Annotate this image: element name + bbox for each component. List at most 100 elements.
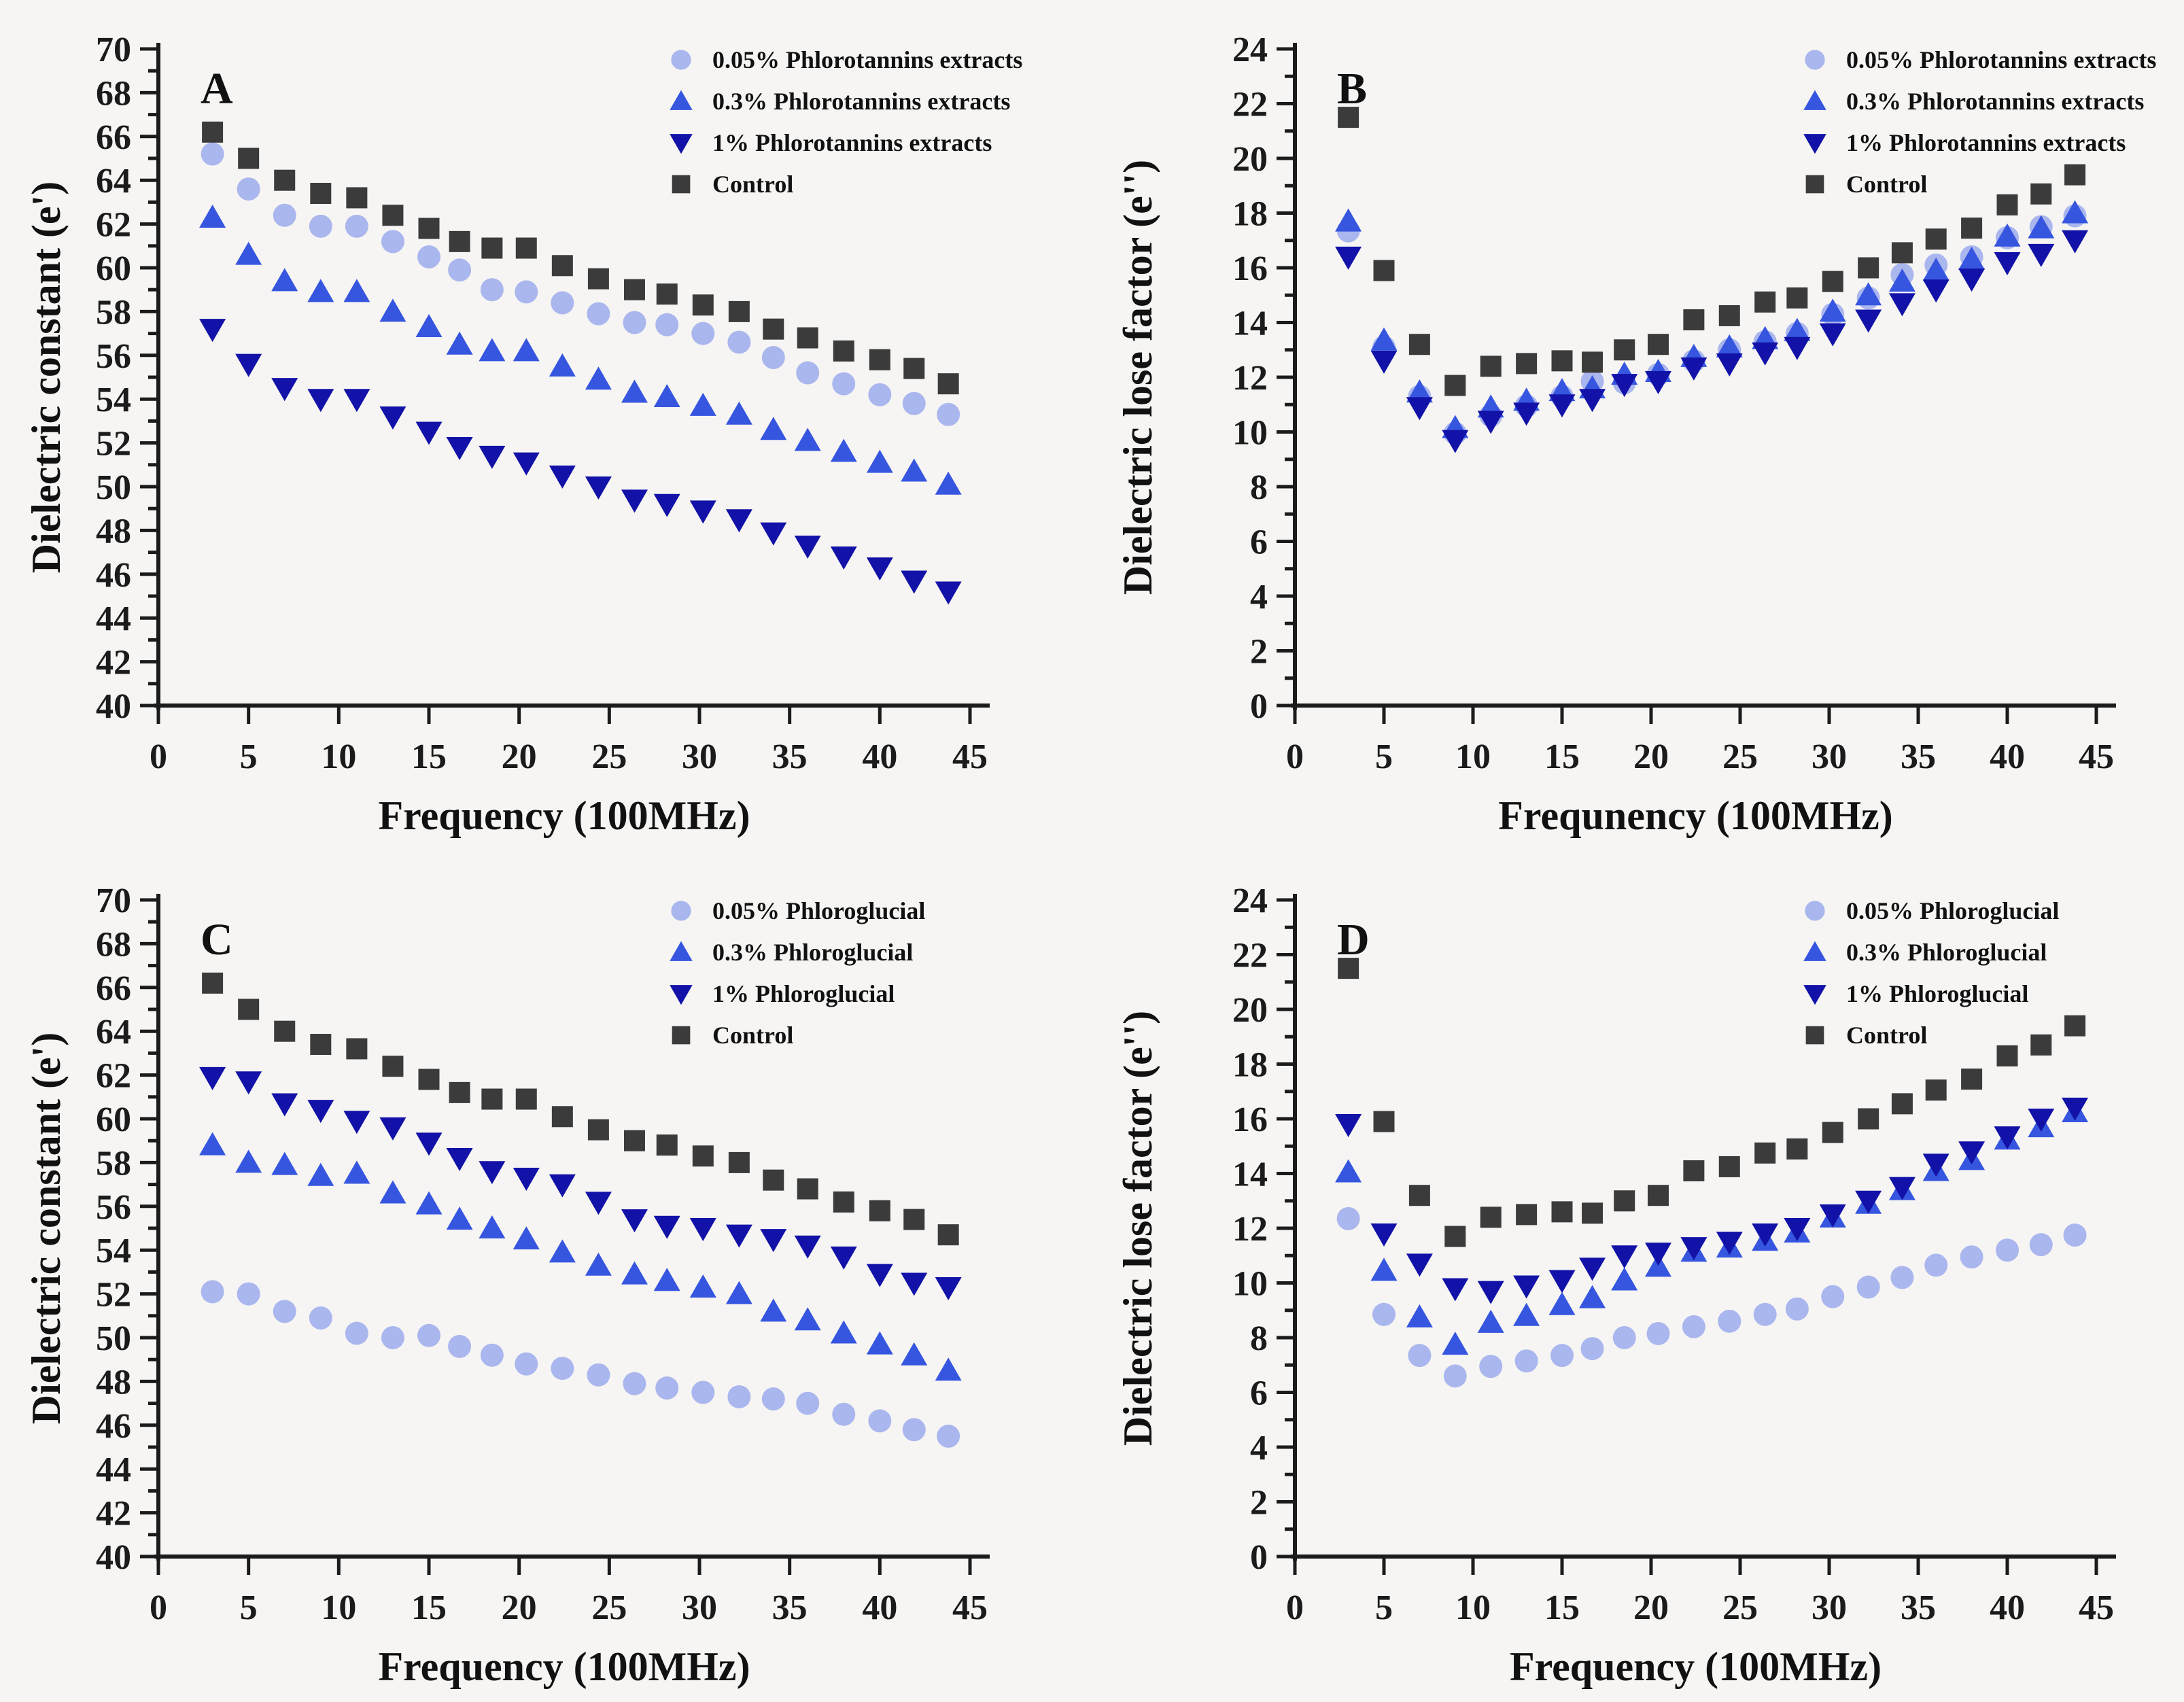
y-tick-label: 70 (96, 31, 131, 69)
data-point-triangle-down (653, 493, 680, 517)
data-point-triangle-up (935, 471, 962, 495)
data-point-triangle-down (307, 389, 334, 413)
y-tick-label: 12 (1232, 359, 1268, 398)
legend-marker-square-icon (1805, 175, 1824, 194)
legend-label-control: Control (1846, 1022, 1927, 1049)
data-point-square (656, 283, 678, 305)
data-point-triangle-down (1644, 371, 1671, 395)
data-point-triangle-up (1513, 1302, 1540, 1326)
y-axis-title: Dielectric lose factor (e'') (1115, 1011, 1160, 1446)
data-point-square (1338, 107, 1359, 128)
data-point-circle (937, 1424, 960, 1448)
data-point-circle (1408, 1344, 1432, 1368)
y-tick-label: 16 (1232, 249, 1268, 288)
data-point-circle (201, 1280, 224, 1304)
data-point-triangle-up (415, 1191, 443, 1215)
data-point-triangle-down (1784, 1218, 1811, 1241)
data-point-triangle-down (1994, 251, 2021, 275)
data-point-square (2064, 164, 2086, 186)
legend-marker-circle-icon (671, 901, 691, 921)
data-point-triangle-down (235, 353, 262, 377)
data-point-square (1373, 260, 1395, 281)
data-point-square (1444, 375, 1466, 396)
data-point-square (382, 205, 404, 226)
chart-A: 40 42 44 46 48 50 52 54 56 58 60 62 64 66 68 70 0 5 10 15 20… (24, 31, 1022, 838)
y-tick-label: 50 (96, 1319, 131, 1358)
data-point-circle (796, 361, 820, 385)
series-control (1338, 958, 2086, 1247)
y-tick-label: 54 (96, 1232, 131, 1270)
data-point-triangle-down (235, 1071, 262, 1095)
data-point-triangle-up (379, 298, 406, 322)
data-point-triangle-down (830, 1246, 857, 1270)
legend-marker-triangle-up-icon (670, 941, 693, 961)
x-tick-label: 20 (502, 1588, 537, 1627)
data-point-triangle-down (935, 1276, 962, 1300)
data-point-square (310, 1034, 332, 1056)
data-point-circle (902, 1418, 926, 1442)
x-tick-label: 40 (1990, 1588, 2025, 1627)
data-point-circle (1479, 1355, 1503, 1378)
data-point-triangle-up (866, 449, 893, 473)
data-point-triangle-down (415, 421, 443, 445)
data-point-square (1480, 355, 1502, 377)
data-point-triangle-down (1611, 1245, 1638, 1269)
data-point-square (551, 1106, 573, 1128)
x-tick-label: 25 (591, 1588, 627, 1627)
data-point-triangle-up (343, 1160, 370, 1184)
y-tick-label: 12 (1232, 1210, 1268, 1249)
data-point-square (1925, 1079, 1947, 1101)
y-tick-label: 8 (1250, 1319, 1268, 1358)
data-point-triangle-down (689, 1218, 716, 1241)
data-point-triangle-up (235, 1149, 262, 1173)
series-0-05-phlorotannins-extracts (1336, 204, 2087, 445)
legend-marker-circle-icon (1805, 50, 1825, 70)
legend-label-control: Control (712, 171, 793, 198)
y-tick-label: 4 (1250, 1429, 1268, 1467)
data-point-triangle-down (549, 465, 576, 489)
data-point-triangle-up (585, 1252, 612, 1276)
x-axis-title: Frequency (100MHz) (378, 793, 750, 838)
data-point-square (1961, 1069, 1983, 1090)
data-point-square (869, 349, 890, 370)
chart-C: 40 42 44 46 48 50 52 54 56 58 60 62 64 66 68 70 0 5 10 15 20… (24, 882, 990, 1689)
data-point-triangle-up (1958, 246, 1986, 270)
data-point-triangle-down (1442, 1278, 1469, 1302)
data-point-circle (345, 1321, 368, 1345)
y-tick-label: 42 (96, 644, 131, 682)
x-axis-ticks: 0 5 10 15 20 25 30 35 40 45 (1286, 1557, 2114, 1627)
data-point-square (692, 294, 714, 316)
y-tick-label: 54 (96, 381, 131, 419)
data-point-triangle-down (1888, 1177, 1916, 1200)
x-tick-label: 20 (1633, 737, 1669, 776)
data-point-circle (1682, 1315, 1705, 1338)
data-point-circle (727, 1385, 751, 1408)
data-point-square (449, 1081, 470, 1103)
data-point-circle (515, 1352, 538, 1376)
data-point-triangle-up (1477, 1309, 1504, 1333)
data-point-triangle-up (1994, 223, 2021, 247)
data-point-circle (1960, 1245, 1983, 1269)
legend-marker-square-icon (672, 1026, 691, 1045)
data-point-triangle-down (1922, 279, 1949, 303)
y-tick-label: 68 (96, 925, 131, 964)
data-point-triangle-up (621, 379, 648, 403)
data-point-triangle-down (1958, 1141, 1986, 1165)
data-point-circle (1443, 1364, 1467, 1388)
y-tick-label: 18 (1232, 1046, 1268, 1085)
data-point-triangle-up (1784, 317, 1811, 341)
data-point-square (2030, 1034, 2052, 1056)
series-control (202, 972, 959, 1246)
data-point-triangle-up (479, 1215, 506, 1238)
data-point-square (1551, 1201, 1573, 1223)
x-tick-label: 10 (1455, 737, 1491, 776)
y-tick-label: 20 (1232, 140, 1268, 179)
legend-marker-circle-icon (1805, 901, 1825, 921)
data-point-triangle-down (1680, 357, 1708, 381)
data-point-triangle-down (2028, 243, 2055, 267)
y-tick-label: 48 (96, 512, 131, 551)
x-tick-label: 15 (411, 737, 447, 776)
y-tick-label: 14 (1232, 305, 1268, 343)
data-point-triangle-down (2062, 230, 2089, 254)
